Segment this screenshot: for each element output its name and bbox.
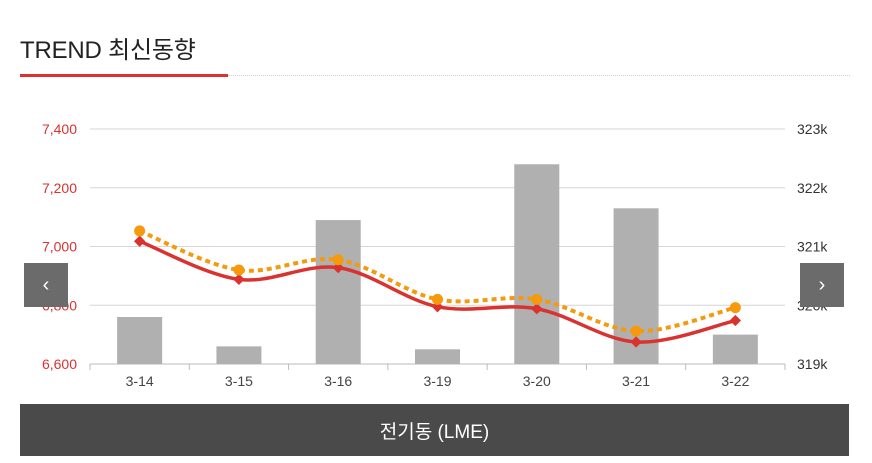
avg-marker	[332, 254, 344, 266]
bar-series	[117, 164, 758, 364]
right-tick-label: 323k	[797, 121, 828, 137]
chevron-left-icon: ‹	[42, 273, 50, 296]
bar	[216, 346, 262, 364]
x-axis: 3-14 3-15 3-16 3-19 3-20 3-21 3-22	[89, 364, 786, 389]
price-marker	[531, 303, 543, 315]
x-tick-label: 3-20	[523, 373, 551, 389]
bar	[315, 220, 361, 364]
bar	[712, 334, 758, 364]
title-underline	[20, 74, 228, 77]
prev-button[interactable]: ‹	[24, 263, 68, 307]
page-title: TREND 최신동향	[20, 37, 196, 64]
left-tick-label: 6,600	[42, 356, 77, 372]
avg-marker	[233, 264, 245, 276]
x-tick-label: 3-21	[622, 373, 650, 389]
right-axis: 319k320k321k322k323k	[797, 121, 828, 372]
price-marker	[332, 261, 344, 274]
avg-marker	[729, 302, 741, 314]
bar	[117, 317, 163, 364]
right-tick-label: 321k	[797, 239, 828, 255]
chart-grid	[90, 128, 785, 365]
x-tick-label: 3-16	[324, 373, 352, 389]
chart-header: TREND 최신동향	[20, 30, 196, 65]
line-series	[133, 225, 742, 348]
chevron-right-icon: ›	[818, 273, 826, 296]
footer-label: 전기동 (LME)	[379, 421, 490, 443]
bar	[514, 164, 560, 364]
x-tick-label: 3-15	[225, 373, 253, 389]
avg-marker	[531, 293, 543, 305]
left-tick-label: 7,200	[42, 180, 77, 196]
left-tick-label: 7,400	[42, 121, 77, 137]
footer-bar: 전기동 (LME)	[20, 404, 849, 456]
price-marker	[233, 273, 245, 286]
next-button[interactable]: ›	[800, 263, 844, 307]
right-tick-label: 322k	[797, 180, 828, 196]
x-tick-label: 3-14	[126, 373, 154, 389]
price-marker	[729, 314, 742, 327]
right-tick-label: 319k	[797, 356, 828, 372]
price-marker	[133, 235, 146, 247]
x-tick-label: 3-19	[423, 373, 451, 389]
bar	[415, 349, 460, 364]
avg-marker	[630, 325, 642, 337]
avg-marker	[134, 225, 146, 237]
title-divider	[228, 75, 850, 76]
avg-marker	[432, 293, 443, 305]
x-tick-label: 3-22	[721, 373, 749, 389]
price-marker	[630, 336, 642, 348]
left-tick-label: 7,000	[42, 239, 77, 255]
